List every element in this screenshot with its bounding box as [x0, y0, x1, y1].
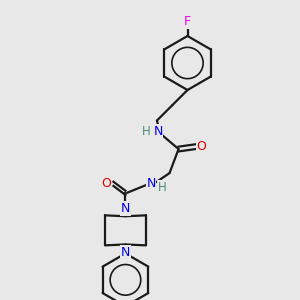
Text: H: H — [158, 181, 167, 194]
Text: N: N — [121, 202, 130, 215]
Text: N: N — [154, 125, 163, 138]
Text: H: H — [142, 125, 151, 138]
Text: F: F — [184, 15, 191, 28]
Text: O: O — [102, 177, 112, 190]
Text: O: O — [197, 140, 207, 153]
Text: N: N — [121, 246, 130, 259]
Text: N: N — [146, 177, 156, 190]
